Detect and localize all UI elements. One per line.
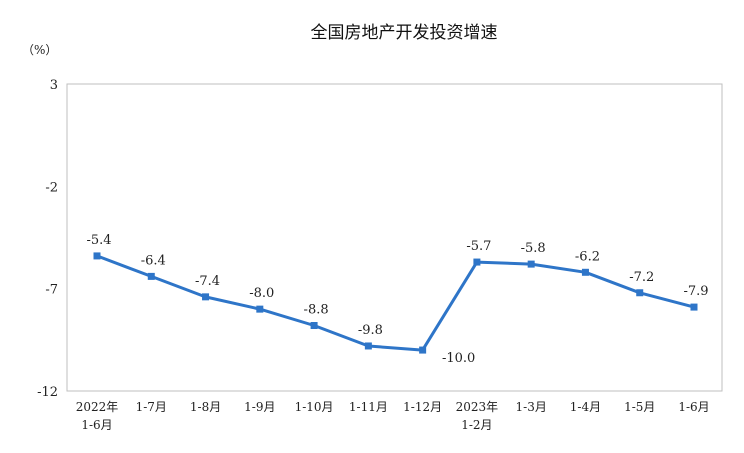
x-tick-label: 1-5月 [624,400,655,414]
data-label: -7.9 [683,284,708,299]
x-tick-label: 1-11月 [349,400,388,414]
plot-frame [66,83,723,392]
y-tick-label: -2 [45,180,58,195]
data-label: -6.4 [141,253,166,268]
x-tick-label: 1-2月 [461,418,492,432]
x-tick-label: 1-10月 [295,400,334,414]
x-tick-label: 1-7月 [136,400,167,414]
data-point [473,258,481,266]
x-tick-label: 1-4月 [570,400,601,414]
x-tick-label: 1-6月 [81,418,112,432]
data-point [147,272,155,280]
data-label: -9.8 [358,323,383,338]
series-line [96,254,695,352]
y-tick-label: -12 [37,385,58,400]
x-tick-label: 2022年 [76,400,119,414]
data-markers [93,252,698,354]
y-axis-ticks: 3 -2 -7 -12 [37,78,58,400]
y-tick-label: -7 [45,283,58,298]
x-tick-label: 1-8月 [190,400,221,414]
x-tick-label: 2023年 [456,400,499,414]
x-tick-label: 1-9月 [244,400,275,414]
y-tick-label: 3 [50,78,58,93]
data-label: -8.8 [304,303,329,318]
data-point [310,322,318,330]
data-label: -7.4 [195,274,220,289]
data-point [256,305,264,313]
data-label: -6.2 [575,249,600,264]
x-tick-label: 1-3月 [516,400,547,414]
data-point [364,342,372,350]
data-label: -5.8 [521,241,546,256]
data-label: -5.7 [466,239,491,254]
data-label: -5.4 [86,233,111,248]
data-point [419,346,427,354]
data-point [690,303,698,311]
data-point [202,293,210,301]
data-label: -8.0 [249,286,274,301]
data-label: -10.0 [442,351,475,366]
data-point [527,260,535,268]
data-label: -7.2 [629,270,654,285]
data-labels: -5.4 -6.4 -7.4 -8.0 -8.8 -9.8 -10.0 -5.7 -5.8 -6.… [86,233,708,366]
data-point [581,268,589,276]
x-axis-ticks: 2022年 1-6月 1-7月 1-8月 1-9月 1-10月 1-11月 1-12月 2023… [76,400,710,432]
y-axis-unit: （%） [22,43,57,57]
data-point [93,252,101,260]
data-point [636,289,644,297]
x-tick-label: 1-12月 [403,400,442,414]
chart-title: 全国房地产开发投资增速 [311,23,498,43]
x-tick-label: 1-6月 [678,400,709,414]
